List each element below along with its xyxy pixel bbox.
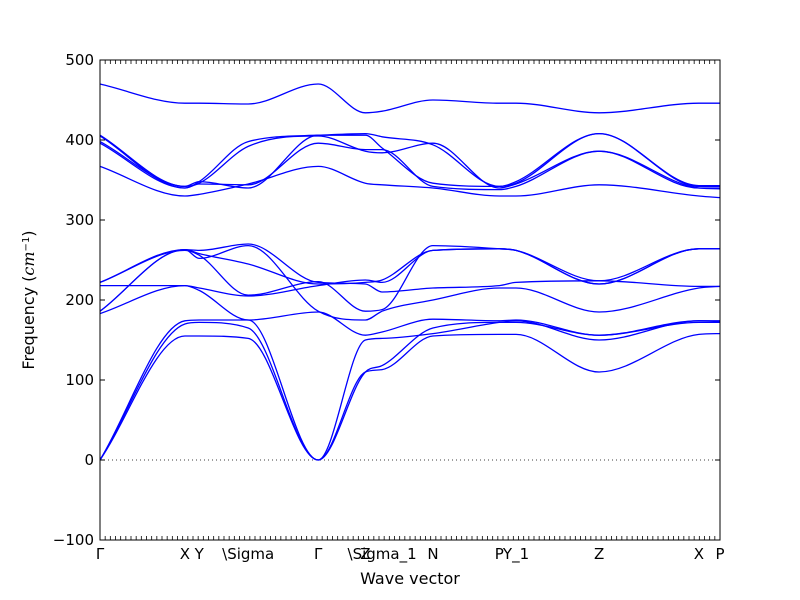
x-tick-label: Z — [360, 545, 370, 563]
y-axis-title-exponent: −1 — [21, 237, 32, 252]
band-line-6 — [99, 248, 720, 312]
y-tick-label: 400 — [65, 131, 94, 149]
y-axis-title-suffix: ) — [19, 230, 38, 236]
band-line-14 — [99, 132, 720, 189]
band-line-10 — [99, 165, 721, 199]
y-tick-label: 300 — [65, 211, 94, 229]
y-tick-label: 100 — [65, 371, 94, 389]
y-tick-label: −100 — [53, 531, 94, 549]
band-line-13 — [99, 132, 720, 189]
band-line-5 — [99, 244, 721, 321]
x-tick-label: Y_1 — [502, 545, 529, 564]
band-line-4 — [99, 284, 721, 336]
band-line-11 — [99, 142, 721, 191]
x-tick-label: Y — [194, 545, 205, 563]
band-line-7 — [100, 248, 720, 297]
y-axis-title-unit: cm — [19, 251, 38, 275]
plot-frame — [99, 59, 721, 541]
y-axis-title: Frequency (cm−1) — [19, 230, 38, 369]
x-tick-label: Γ — [96, 545, 105, 563]
x-tick-label: P — [715, 545, 724, 563]
band-lines — [99, 83, 721, 461]
band-line-2 — [99, 321, 720, 461]
band-line-9 — [99, 244, 720, 312]
x-tick-label: Γ — [314, 545, 323, 563]
x-axis-title: Wave vector — [360, 569, 460, 588]
x-tick-label: P — [495, 545, 504, 563]
band-line-12 — [99, 135, 720, 189]
y-axis-title-prefix: Frequency ( — [19, 276, 38, 370]
y-tick-label: 0 — [84, 451, 94, 469]
band-line-3 — [99, 319, 720, 461]
x-tick-label: \Sigma_1 — [348, 545, 417, 564]
y-tick-label: 200 — [65, 291, 94, 309]
x-tick-label: X — [180, 545, 190, 563]
band-line-15 — [99, 83, 720, 114]
x-tick-label: Z — [594, 545, 604, 563]
y-tick-label: 500 — [65, 51, 94, 69]
x-tick-label: X — [694, 545, 704, 563]
x-tick-label: N — [427, 545, 438, 563]
band-line-1 — [99, 332, 721, 461]
x-tick-label: \Sigma — [222, 545, 274, 563]
